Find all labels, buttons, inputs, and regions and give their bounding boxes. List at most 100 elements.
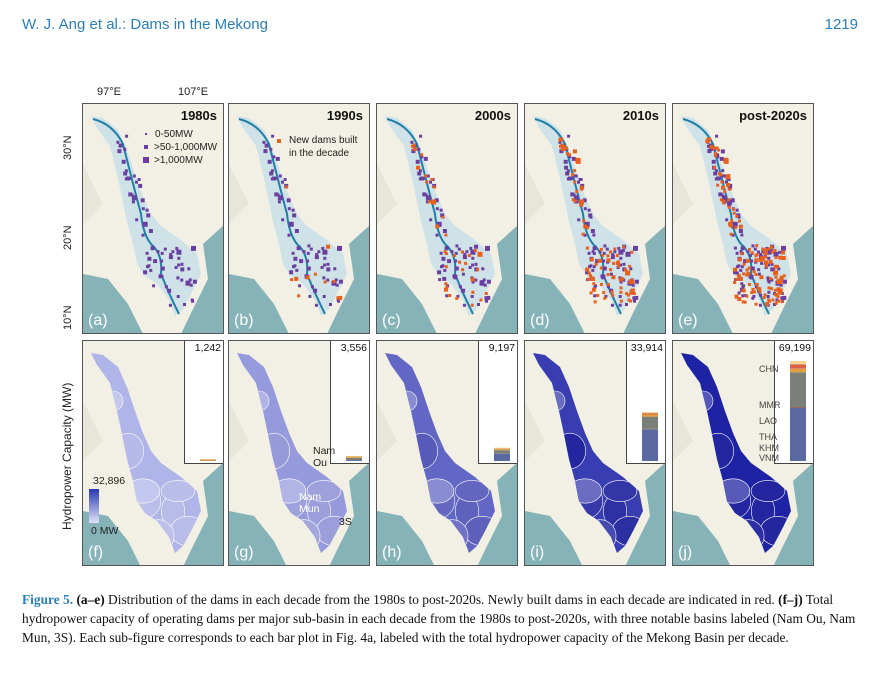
dam-marker [774,256,778,259]
dam-marker [716,153,720,157]
dam-marker [732,211,736,215]
dam-marker [575,190,579,194]
panel-label: (j) [678,544,693,561]
dam-marker [283,178,287,181]
dam-marker [128,192,133,197]
new-dams-legend-text: New dams built in the decade [289,135,358,159]
dam-marker [755,253,759,257]
dam-marker [740,252,743,256]
dam-marker [288,221,294,227]
caption-fj: (f–j) [778,592,803,607]
dam-marker [634,279,639,284]
dam-marker [410,140,414,144]
dam-marker [767,298,771,302]
dam-marker [281,180,284,184]
total-capacity: 3,556 [340,342,367,354]
dam-marker [145,208,149,212]
dam-marker [315,253,319,256]
panel-label: (g) [234,544,254,561]
dam-marker [427,200,431,204]
dam-marker [707,149,712,154]
dam-marker [464,261,468,265]
dam-marker [186,280,191,285]
dam-marker [632,296,636,300]
dam-marker [773,264,778,269]
dam-marker [599,266,603,270]
dam-marker [457,247,461,251]
dam-marker [565,152,569,155]
dam-marker [305,275,310,280]
dam-marker [299,259,304,264]
dam-marker [592,265,596,269]
dam-marker [164,285,168,289]
dam-marker [749,253,752,257]
bar-country-MMR: MMR [759,400,781,410]
dam-marker [271,134,275,138]
dam-marker [146,265,149,269]
legend-medium: >50-1,000MW [154,142,218,153]
dam-marker [568,155,572,159]
dam-marker [131,195,137,201]
dam-marker [334,278,338,282]
dam-marker [717,172,721,176]
dam-marker [306,266,311,271]
dam-marker [754,258,759,263]
dam-marker [742,284,746,288]
dam-marker [745,268,749,272]
dam-marker [596,294,600,297]
dam-marker [337,299,341,303]
dam-marker [470,277,475,282]
dam-marker [585,246,589,250]
dam-marker [738,229,743,233]
sub-basin [419,478,455,504]
dam-marker [116,140,120,144]
dam-marker [326,278,330,282]
dam-marker [425,200,429,204]
dam-marker [426,174,430,178]
dam-marker [571,198,575,202]
dam-marker [443,287,448,292]
dam-marker [559,144,562,148]
dam-marker [723,158,729,164]
colorbar [89,489,99,523]
dam-marker [425,180,429,184]
bar-country-KHM: KHM [759,443,779,453]
dam-marker [604,294,608,298]
dam-marker [629,289,635,295]
sub-basin [160,480,196,502]
sub-basin [692,390,714,412]
sub-basin [702,432,734,470]
dam-marker [560,147,565,151]
dam-marker [761,250,765,254]
dam-marker [588,213,593,218]
dam-marker [630,280,635,285]
dam-marker [434,198,439,203]
dam-marker [591,250,595,254]
dam-marker [729,232,733,236]
dam-marker [192,279,197,284]
dam-marker [445,285,449,289]
sub-basin [287,519,321,553]
dam-marker [176,295,180,298]
dam-marker [745,273,749,277]
dam-marker [135,218,139,222]
colorbar-max: 32,896 [93,475,126,487]
dam-marker [462,255,467,260]
dam-marker [769,249,773,252]
dam-marker [780,300,784,304]
x-tick-97e: 97°E [97,86,121,98]
dam-marker [612,261,616,265]
dam-marker [581,232,585,236]
dam-marker [730,219,734,223]
capacity-panel-(i): 33,914 (i) [524,340,666,566]
dam-marker [764,255,768,259]
dam-marker [123,171,128,176]
dam-marker [781,250,785,255]
dam-marker [474,244,479,249]
dam-marker [732,221,738,227]
dam-marker [322,249,328,255]
dam-marker [731,224,736,229]
dam-marker [420,155,424,159]
sub-basin [583,519,617,553]
dam-marker [573,180,577,184]
